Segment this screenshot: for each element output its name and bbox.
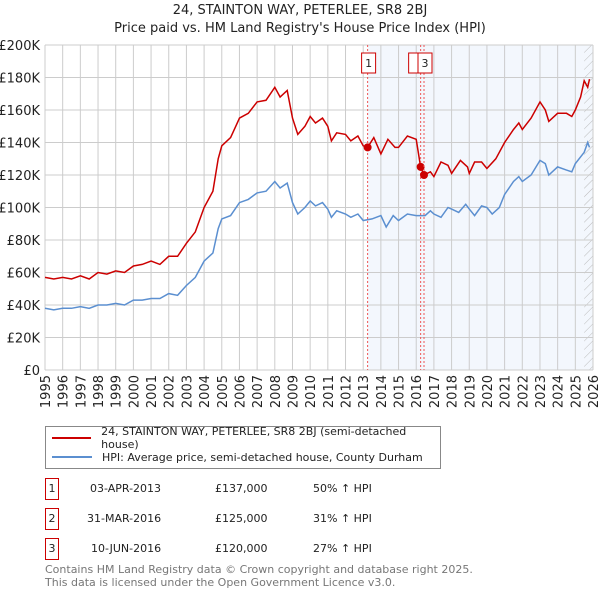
x-tick-label: 2021: [499, 375, 514, 408]
x-tick-label: 2016: [410, 375, 425, 408]
transaction-hpi: 27% ↑ HPI: [313, 542, 372, 555]
x-tick-label: 2019: [463, 375, 478, 408]
x-tick-label: 2002: [163, 375, 178, 408]
x-tick-label: 2007: [251, 375, 266, 408]
x-tick-label: 2003: [180, 375, 195, 408]
transaction-number: 1: [45, 478, 59, 500]
legend-swatch-blue: [52, 456, 92, 458]
legend-swatch-red: [52, 437, 92, 439]
y-tick-label: £180K: [0, 72, 40, 87]
transaction-price: £125,000: [215, 512, 268, 525]
x-tick-label: 1996: [57, 375, 72, 408]
x-tick-label: 2022: [516, 375, 531, 408]
y-tick-label: £160K: [0, 104, 40, 119]
y-tick-label: £200K: [0, 39, 40, 54]
property-price-line: [44, 78, 591, 280]
sale-point: [416, 162, 425, 171]
y-tick-label: £40K: [7, 299, 41, 314]
x-tick-label: 2026: [587, 375, 600, 408]
transaction-hpi: 50% ↑ HPI: [313, 482, 372, 495]
x-tick-label: 2013: [357, 375, 372, 408]
x-tick-label: 1998: [92, 375, 107, 408]
x-tick-label: 2023: [534, 375, 549, 408]
transaction-date: 10-JUN-2016: [91, 542, 162, 555]
x-tick-label: 2024: [552, 375, 567, 408]
x-tick-label: 2020: [481, 375, 496, 408]
x-tick-label: 2006: [233, 375, 248, 408]
transaction-number: 2: [45, 508, 59, 530]
y-tick-label: £120K: [0, 169, 40, 184]
x-tick-label: 2025: [569, 375, 584, 408]
x-tick-label: 2012: [340, 375, 355, 408]
legend-label-property: 24, STAINTON WAY, PETERLEE, SR8 2BJ (sem…: [101, 425, 407, 451]
x-tick-label: 1997: [74, 375, 89, 408]
footer-copyright: Contains HM Land Registry data © Crown c…: [45, 563, 473, 576]
transaction-price: £120,000: [215, 542, 268, 555]
x-tick-label: 1995: [39, 375, 54, 408]
x-tick-label: 2010: [304, 375, 319, 408]
legend-label-hpi: HPI: Average price, semi-detached house,…: [102, 450, 423, 464]
transaction-row: 2 31-MAR-2016 £125,000 31% ↑ HPI: [45, 508, 445, 530]
x-tick-label: 1999: [110, 375, 125, 408]
x-tick-label: 2017: [428, 375, 443, 408]
transaction-date: 31-MAR-2016: [87, 512, 162, 525]
chart-title: 24, STAINTON WAY, PETERLEE, SR8 2BJ: [172, 3, 428, 18]
legend-item-hpi: HPI: Average price, semi-detached house,…: [52, 449, 423, 465]
y-tick-label: £100K: [0, 202, 40, 217]
legend: 24, STAINTON WAY, PETERLEE, SR8 2BJ (sem…: [45, 425, 441, 469]
sale-label: 1: [365, 57, 372, 70]
sale-point: [420, 171, 429, 179]
x-tick-label: 2000: [127, 375, 142, 408]
transaction-row: 1 03-APR-2013 £137,000 50% ↑ HPI: [45, 478, 445, 500]
x-tick-label: 2008: [269, 375, 284, 408]
price-chart: £0 £20K £40K £60K £80K £100K £120K £140K £160K £1…: [0, 39, 600, 408]
sale-label-box: [361, 52, 377, 74]
y-tick-label: £80K: [7, 234, 41, 249]
sale-label: 3: [422, 57, 429, 70]
transaction-price: £137,000: [215, 482, 268, 495]
legend-item-property: 24, STAINTON WAY, PETERLEE, SR8 2BJ (sem…: [52, 425, 440, 451]
footer-licence: This data is licensed under the Open Gov…: [45, 576, 396, 589]
x-tick-label: 2009: [286, 375, 301, 408]
x-tick-label: 2015: [393, 375, 408, 408]
x-tick-label: 2005: [216, 375, 231, 408]
transaction-date: 03-APR-2013: [90, 482, 162, 495]
sale-label-box: [417, 52, 433, 74]
x-tick-label: 2011: [322, 375, 337, 408]
y-tick-label: £0: [23, 364, 40, 379]
transaction-row: 3 10-JUN-2016 £120,000 27% ↑ HPI: [45, 538, 445, 560]
x-tick-label: 2004: [198, 375, 213, 408]
y-tick-label: £20K: [7, 332, 41, 347]
x-tick-label: 2014: [375, 375, 390, 408]
y-tick-label: £60K: [7, 267, 41, 282]
transaction-number: 3: [45, 538, 59, 560]
chart-subtitle: Price paid vs. HM Land Registry's House …: [114, 21, 486, 36]
sale-point: [363, 143, 372, 152]
hpi-line: [44, 140, 591, 311]
y-tick-label: £140K: [0, 137, 40, 152]
x-tick-label: 2001: [145, 375, 160, 408]
transaction-hpi: 31% ↑ HPI: [313, 512, 372, 525]
footer: Contains HM Land Registry data © Crown c…: [45, 563, 473, 589]
x-tick-label: 2018: [446, 375, 461, 408]
